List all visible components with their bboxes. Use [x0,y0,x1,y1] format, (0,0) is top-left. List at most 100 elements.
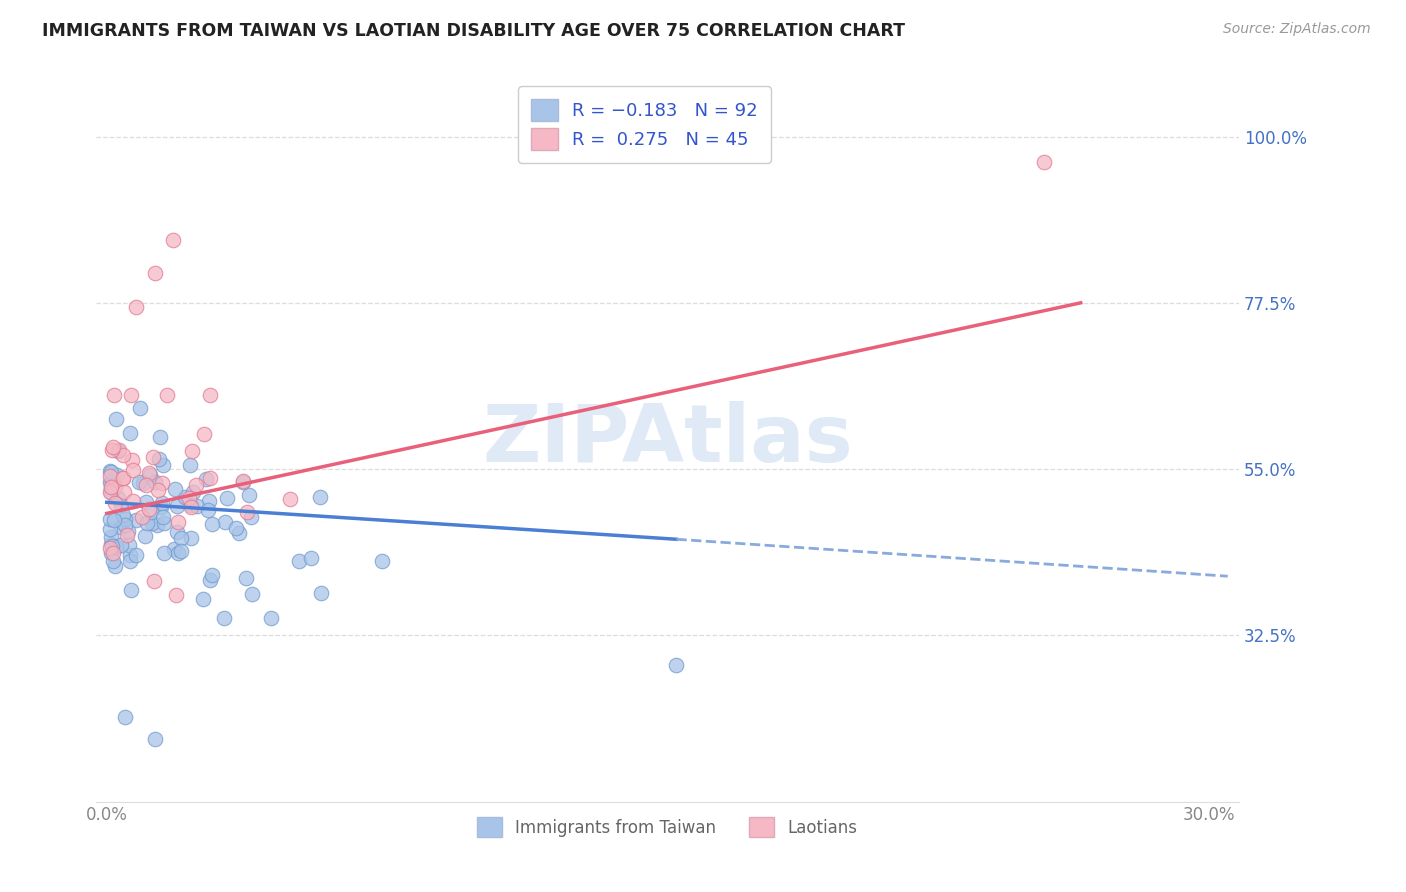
Point [100,484,122,499]
Point [193,591,215,606]
Point [104,559,127,574]
Point [110,498,132,512]
Text: ZIPAtlas: ZIPAtlas [482,401,852,478]
Point [153,546,176,560]
Point [180,444,202,458]
Point [309,586,332,600]
Point [135,477,157,491]
Point [101,539,124,553]
Point [197,503,219,517]
Text: Source: ZipAtlas.com: Source: ZipAtlas.com [1223,22,1371,37]
Point [228,526,250,541]
Point [115,528,138,542]
Point [152,458,174,472]
Point [162,233,184,247]
Point [179,458,201,472]
Point [240,587,263,601]
Point [112,449,135,463]
Point [232,474,254,488]
Point [103,388,125,402]
Point [122,463,145,477]
Point [139,467,162,482]
Point [165,588,187,602]
Point [179,532,201,546]
Point [112,508,135,522]
Point [138,466,160,480]
Point [104,495,127,509]
Point [153,516,176,530]
Legend: Immigrants from Taiwan, Laotians: Immigrants from Taiwan, Laotians [470,810,865,844]
Point [100,475,122,489]
Point [181,485,204,500]
Point [118,548,141,562]
Point [150,500,173,514]
Text: IMMIGRANTS FROM TAIWAN VS LAOTIAN DISABILITY AGE OVER 75 CORRELATION CHART: IMMIGRANTS FROM TAIWAN VS LAOTIAN DISABI… [42,22,905,40]
Point [152,510,174,524]
Point [163,482,186,496]
Point [112,485,135,500]
Point [105,540,128,554]
Point [117,524,139,538]
Point [260,611,283,625]
Point [107,443,129,458]
Point [146,518,169,533]
Point [143,731,166,746]
Point [278,491,301,506]
Point [139,505,162,519]
Point [100,512,122,526]
Point [120,388,142,402]
Point [198,494,221,508]
Point [198,471,221,485]
Point [120,553,142,567]
Point [665,657,688,672]
Point [120,583,142,598]
Point [146,483,169,497]
Point [184,477,207,491]
Point [100,464,122,478]
Point [118,538,141,552]
Point [110,538,132,552]
Point [135,516,157,530]
Point [111,471,134,485]
Point [111,470,134,484]
Point [124,548,146,562]
Point [125,300,148,314]
Point [125,513,148,527]
Point [238,488,260,502]
Point [166,525,188,540]
Point [114,517,136,532]
Point [103,546,125,560]
Point [240,510,263,524]
Point [101,443,124,458]
Point [135,495,157,509]
Point [107,491,129,505]
Point [118,425,141,440]
Point [309,490,332,504]
Point [179,491,201,505]
Point [225,521,247,535]
Point [128,475,150,489]
Point [100,465,122,479]
Point [166,516,188,530]
Point [163,541,186,556]
Point [198,388,221,402]
Point [1033,155,1056,169]
Point [104,479,127,493]
Point [107,444,129,458]
Point [212,610,235,624]
Point [236,505,259,519]
Point [217,491,239,505]
Point [100,530,122,544]
Point [195,472,218,486]
Point [167,546,190,560]
Point [131,476,153,491]
Point [235,571,257,585]
Point [131,510,153,524]
Point [101,554,124,568]
Point [103,513,125,527]
Point [138,501,160,516]
Point [148,451,170,466]
Point [122,494,145,508]
Point [156,388,179,402]
Point [145,475,167,489]
